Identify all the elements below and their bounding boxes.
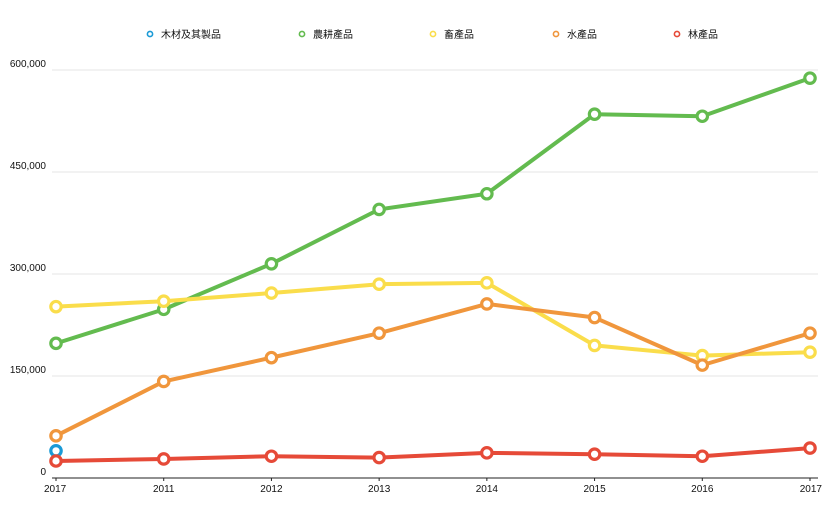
y-tick-label: 150,000 [10,365,47,376]
series-line [54,301,812,438]
legend-item[interactable]: 畜產品 [429,28,474,41]
series-line [54,280,812,358]
legend-label: 農耕產品 [313,28,353,41]
legend-label: 林產品 [688,28,718,41]
data-point[interactable] [587,338,602,353]
data-point[interactable] [480,446,494,460]
data-point[interactable] [156,294,171,308]
x-tick-label: 2017 [800,484,823,495]
data-point[interactable] [695,449,710,464]
legend-label: 畜產品 [444,28,474,41]
data-point[interactable] [695,358,710,372]
grid [52,69,818,479]
data-point[interactable] [372,450,386,465]
data-point[interactable] [156,374,171,389]
data-point[interactable] [480,297,494,311]
legend-label: 木材及其製品 [161,28,221,41]
x-axis-ticks: 2017 2011 2012 2013 2014 2015 2016 2017 [44,478,822,495]
x-tick-label: 2011 [153,484,175,495]
data-point[interactable] [803,441,817,455]
data-point[interactable] [803,326,817,340]
series-3 [49,297,817,443]
legend-item[interactable]: 木材及其製品 [146,28,221,41]
data-point[interactable] [264,256,279,271]
y-tick-label: 300,000 [10,263,47,274]
data-point[interactable] [372,326,386,340]
legend-item[interactable]: 林產品 [673,28,718,41]
data-point[interactable] [372,277,386,291]
x-tick-label: 2016 [691,484,714,495]
x-tick-label: 2014 [476,484,499,495]
data-point[interactable] [264,350,279,365]
legend-item[interactable]: 水產品 [552,28,597,41]
data-point[interactable] [49,299,63,314]
data-point[interactable] [480,186,494,201]
data-point[interactable] [695,109,710,124]
x-tick-label: 2013 [368,484,391,495]
legend: 木材及其製品 農耕產品 畜產品 水產品 林產品 [146,28,718,41]
series-line [54,446,812,463]
data-point[interactable] [264,286,279,300]
y-tick-label: 600,000 [10,59,47,70]
data-point[interactable] [587,107,602,121]
data-point[interactable] [49,454,63,468]
legend-marker-icon [146,30,154,38]
x-tick-label: 2012 [260,484,283,495]
data-point[interactable] [264,449,279,464]
legend-marker-icon [673,30,681,38]
series-4 [49,441,817,468]
data-point[interactable] [372,202,386,217]
series-layer [49,71,817,468]
series-2 [49,276,817,363]
data-point[interactable] [803,345,817,359]
x-tick-label: 2015 [583,484,606,495]
data-point[interactable] [587,310,602,325]
data-point[interactable] [803,71,817,85]
legend-label: 水產品 [567,28,597,41]
data-point[interactable] [49,429,63,443]
y-axis-ticks: 0 150,000 300,000 450,000 600,000 [10,59,47,478]
legend-marker-icon [298,30,306,38]
data-point[interactable] [480,276,494,290]
data-point[interactable] [49,336,63,351]
legend-marker-icon [429,30,437,38]
x-tick-label: 2017 [44,484,67,495]
data-point[interactable] [587,447,602,461]
y-tick-label: 450,000 [10,161,47,172]
y-tick-label: 0 [40,467,46,478]
legend-item[interactable]: 農耕產品 [298,28,353,41]
data-point[interactable] [156,452,171,466]
legend-marker-icon [552,30,560,38]
